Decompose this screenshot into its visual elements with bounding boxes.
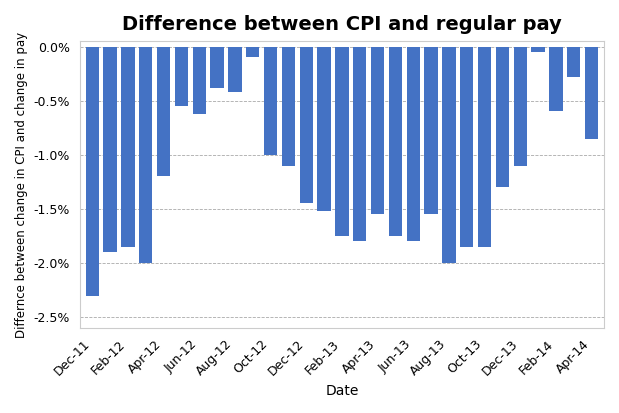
Bar — [193, 47, 206, 114]
Bar — [175, 47, 188, 106]
Bar — [460, 47, 474, 247]
Bar — [425, 47, 438, 214]
Bar — [139, 47, 152, 263]
Bar — [246, 47, 259, 57]
Bar — [318, 47, 331, 211]
Bar — [371, 47, 384, 214]
Bar — [157, 47, 170, 176]
Bar — [514, 47, 527, 166]
Bar — [585, 47, 598, 138]
Bar — [103, 47, 117, 252]
Bar — [85, 47, 99, 295]
Bar — [567, 47, 581, 77]
Bar — [210, 47, 223, 88]
X-axis label: Date: Date — [325, 384, 358, 398]
Bar — [442, 47, 456, 263]
Bar — [389, 47, 402, 236]
Bar — [496, 47, 509, 187]
Bar — [407, 47, 420, 241]
Title: Difference between CPI and regular pay: Difference between CPI and regular pay — [122, 15, 562, 34]
Bar — [531, 47, 545, 52]
Bar — [264, 47, 277, 155]
Bar — [282, 47, 295, 166]
Bar — [121, 47, 134, 247]
Y-axis label: Differnce between change in CPI and change in pay: Differnce between change in CPI and chan… — [15, 31, 28, 337]
Bar — [335, 47, 348, 236]
Bar — [353, 47, 366, 241]
Bar — [549, 47, 563, 112]
Bar — [300, 47, 313, 204]
Bar — [478, 47, 491, 247]
Bar — [228, 47, 241, 92]
